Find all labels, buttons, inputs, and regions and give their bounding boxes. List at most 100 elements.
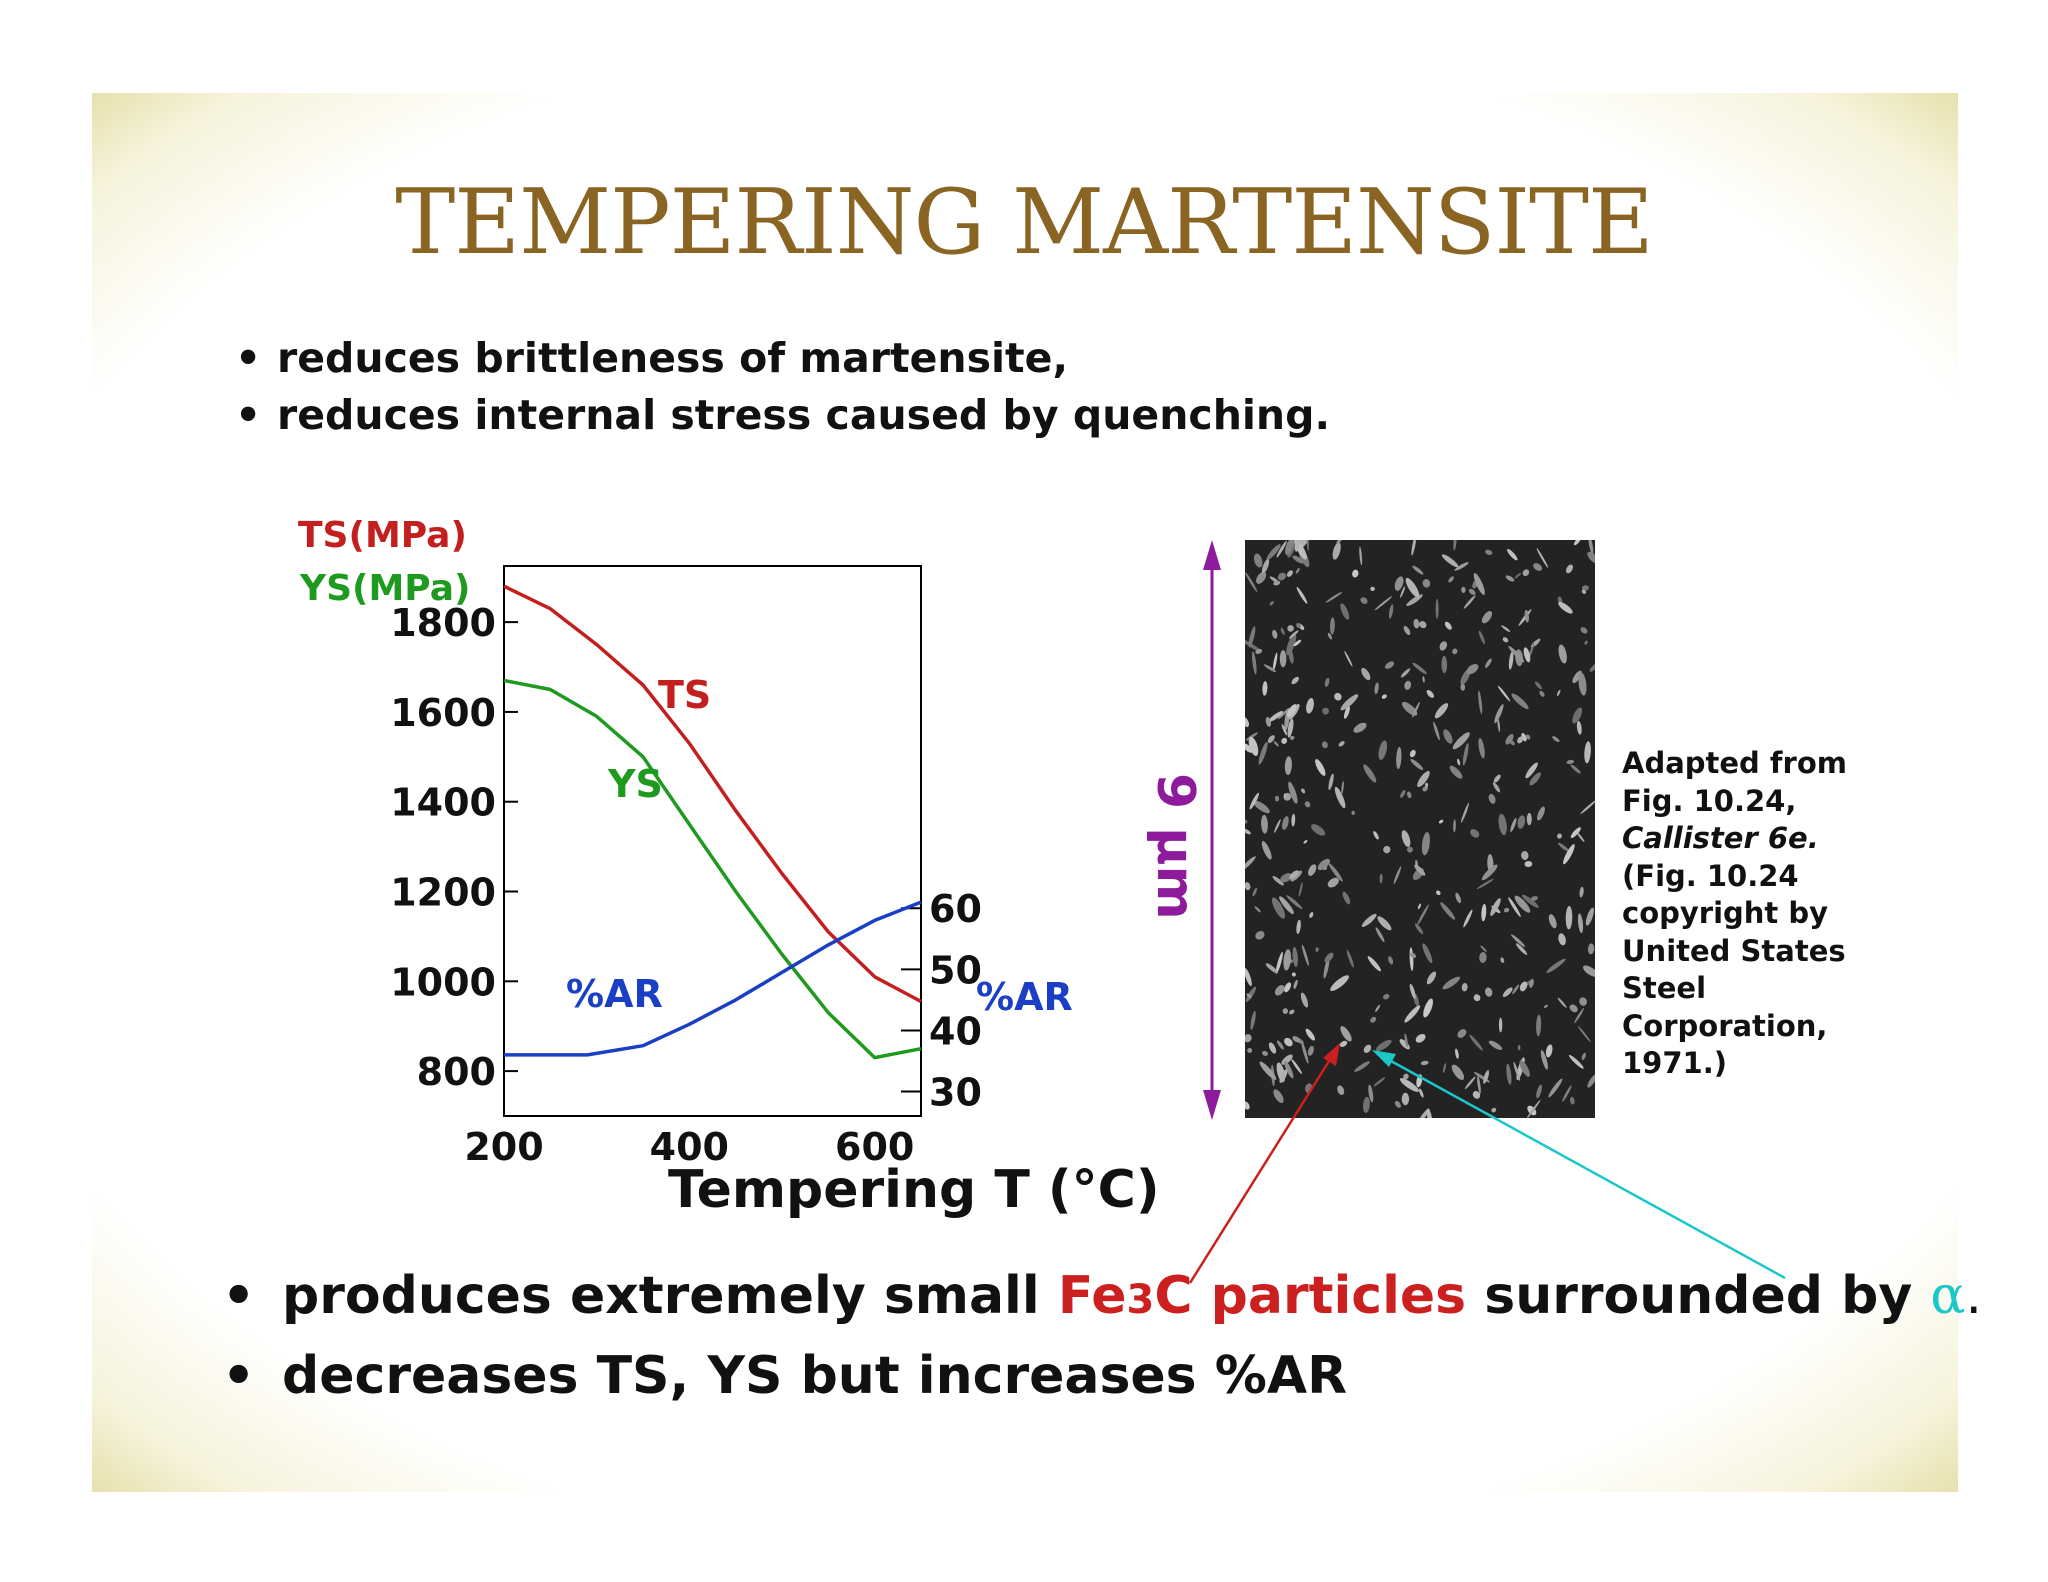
fe3c-particle — [1573, 540, 1582, 546]
fe3c-particle — [1407, 846, 1413, 853]
fe3c-particle — [1511, 693, 1529, 710]
fe3c-particle — [1510, 818, 1517, 832]
fe3c-particle — [1539, 690, 1545, 697]
fe3c-particle — [1461, 983, 1468, 992]
fe3c-particle — [1498, 813, 1507, 836]
fe3c-particle — [1533, 563, 1543, 571]
right-y-tick-label: 40 — [929, 1009, 982, 1053]
fe3c-particle — [1500, 957, 1505, 964]
fe3c-particle — [1485, 658, 1492, 668]
fe3c-particle — [1497, 685, 1511, 702]
fe3c-particle — [1479, 952, 1487, 963]
fe3c-particle — [1245, 882, 1251, 891]
fe3c-particle — [1481, 903, 1487, 922]
x-axis-label: Tempering T (°C) — [668, 1160, 1160, 1220]
right-y-tick-label: 30 — [929, 1071, 982, 1115]
fe3c-particle — [1327, 632, 1332, 640]
fe3c-particle — [1245, 986, 1257, 1003]
fe3c-particle — [1373, 831, 1379, 840]
fe3c-particle — [1503, 907, 1510, 913]
fe3c-particle — [1374, 682, 1379, 695]
fe3c-particle — [1529, 978, 1534, 988]
fe3c-particle — [1461, 586, 1466, 593]
fe3c-particle — [1502, 637, 1509, 643]
fe3c-particle — [1265, 716, 1272, 727]
fe3c-particle — [1325, 591, 1343, 603]
left-y-tick-label: 1000 — [390, 960, 496, 1004]
fe3c-particle — [1245, 572, 1258, 592]
fe3c-particle — [1301, 944, 1309, 966]
bottom-bullet-list: • produces extremely small Fe3C particles… — [222, 1258, 1982, 1414]
fe3c-particle — [1385, 661, 1395, 669]
fe3c-particle — [1283, 949, 1292, 971]
fe3c-particle — [1274, 985, 1285, 996]
fe3c-particle — [1317, 858, 1331, 871]
fe3c-particle — [1336, 540, 1343, 544]
fe3c-particle — [1419, 621, 1427, 629]
fe3c-particle — [1558, 644, 1567, 664]
fe3c-particle — [1340, 694, 1359, 711]
bullet-dot: • — [222, 1266, 256, 1326]
fe3c-particle — [1401, 830, 1411, 847]
fe3c-particle — [1570, 764, 1581, 774]
fe3c-particle — [1492, 782, 1501, 793]
scale-bar-arrow-bottom — [1203, 1090, 1221, 1120]
micrograph-particles — [1245, 540, 1595, 1118]
fe3c-particle — [1565, 905, 1573, 930]
fe3c-particle — [1577, 913, 1584, 934]
fe3c-particle — [1448, 576, 1454, 583]
fe3c-particle — [1478, 738, 1485, 759]
fe3c-particle — [1463, 909, 1473, 928]
fe3c-particle — [1558, 933, 1566, 946]
fe3c-particle — [1396, 746, 1402, 770]
bullet-dot: • — [222, 1346, 256, 1406]
fe3c-particle — [1245, 968, 1252, 987]
fe3c-particle — [1512, 984, 1520, 995]
fe3c-particle — [1377, 916, 1392, 931]
slide-title: TEMPERING MARTENSITE — [395, 170, 1653, 275]
fe3c-particle — [1332, 542, 1341, 560]
fe3c-particle — [1363, 764, 1377, 783]
top-bullet: • reduces internal stress caused by quenc… — [235, 387, 1330, 444]
left-y-tick-label: 1600 — [390, 691, 496, 735]
fe3c-particle — [1485, 987, 1493, 997]
fe3c-particle — [1245, 819, 1248, 824]
fe3c-particle — [1292, 946, 1298, 968]
fe3c-particle — [1340, 603, 1350, 620]
fe3c-particle — [1433, 721, 1440, 741]
fe3c-particle — [1258, 742, 1268, 765]
fe3c-particle — [1556, 689, 1561, 697]
fe3c-particle — [1370, 586, 1375, 592]
fe3c-particle — [1281, 724, 1288, 736]
fe3c-particle — [1282, 816, 1289, 830]
fe3c-particle — [1452, 648, 1458, 655]
fe3c-particle — [1290, 735, 1295, 740]
x-tick-label: 400 — [650, 1125, 729, 1169]
left-y-tick-label: 800 — [417, 1050, 496, 1094]
fe3c-particle — [1351, 810, 1355, 815]
figure-caption: Adapted from Fig. 10.24, Callister 6e. (… — [1622, 746, 1847, 1080]
fe3c-particle — [1452, 732, 1470, 750]
fe3c-particle — [1425, 782, 1429, 788]
fe3c-particle — [1393, 866, 1402, 884]
fe3c-particle — [1485, 549, 1493, 555]
plot-frame — [503, 565, 922, 1117]
fe3c-particle — [1274, 795, 1280, 802]
fe3c-particle — [1323, 956, 1330, 979]
fe3c-particle — [1361, 913, 1377, 927]
fe3c-particle — [1441, 655, 1448, 674]
fe3c-particle — [1344, 650, 1353, 667]
fe3c-particle — [1570, 827, 1581, 838]
fe3c-particle — [1273, 741, 1279, 747]
fe3c-particle — [1508, 897, 1521, 917]
fe3c-particle — [1441, 554, 1459, 568]
fe3c-particle — [1298, 882, 1303, 897]
fe3c-particle — [1337, 1085, 1345, 1096]
fe3c-particle — [1367, 956, 1381, 972]
fe3c-particle — [1338, 741, 1345, 747]
fe3c-particle — [1563, 844, 1575, 865]
fe3c-particle — [1543, 1004, 1548, 1008]
fe3c-particle — [1400, 789, 1406, 798]
fe3c-particle — [1476, 878, 1494, 890]
